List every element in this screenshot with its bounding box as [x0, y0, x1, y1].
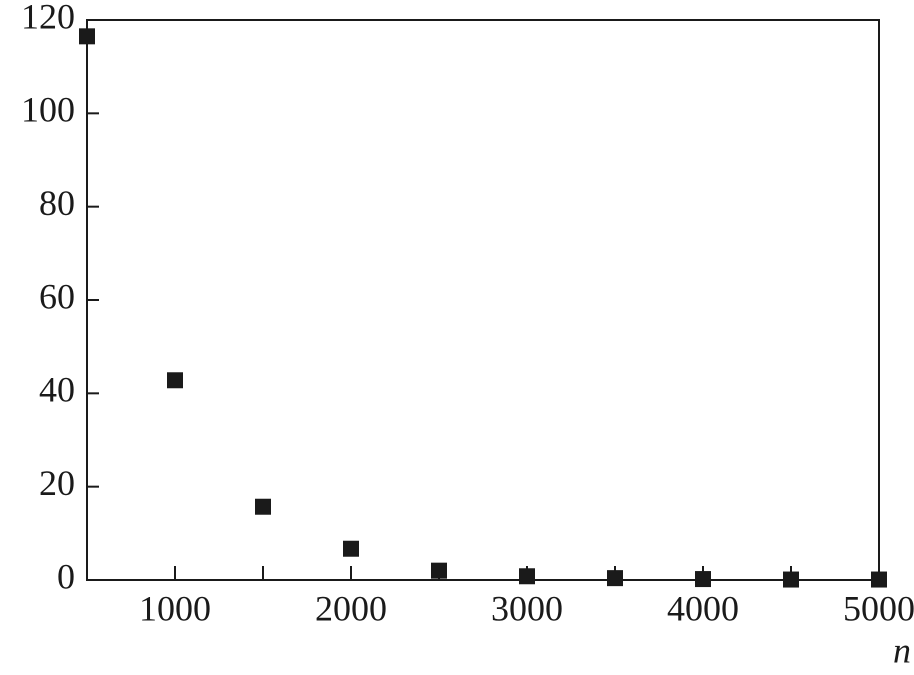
- y-tick-label: 100: [21, 90, 75, 130]
- x-tick-label: 4000: [667, 588, 739, 628]
- point: [431, 562, 447, 579]
- point: [79, 28, 95, 45]
- point: [519, 568, 535, 585]
- plot-frame: [86, 19, 880, 581]
- point: [695, 571, 711, 588]
- point: [871, 571, 887, 588]
- y-tick-label: 0: [57, 556, 75, 596]
- y-tick-label: 80: [39, 183, 75, 223]
- point: [255, 498, 271, 515]
- x-axis-label: n: [893, 630, 911, 670]
- x-tick-label: 5000: [843, 588, 914, 628]
- y-tick-label: 20: [39, 463, 75, 503]
- point: [343, 540, 359, 557]
- y-tick-label: 60: [39, 276, 75, 316]
- y-tick-label: 40: [39, 370, 75, 410]
- x-tick-label: 3000: [491, 588, 563, 628]
- x-tick-label: 1000: [139, 588, 211, 628]
- point: [783, 571, 799, 588]
- point: [607, 570, 623, 587]
- x-tick-label: 2000: [315, 588, 387, 628]
- point: [167, 372, 183, 389]
- y-tick-label: 120: [21, 0, 75, 36]
